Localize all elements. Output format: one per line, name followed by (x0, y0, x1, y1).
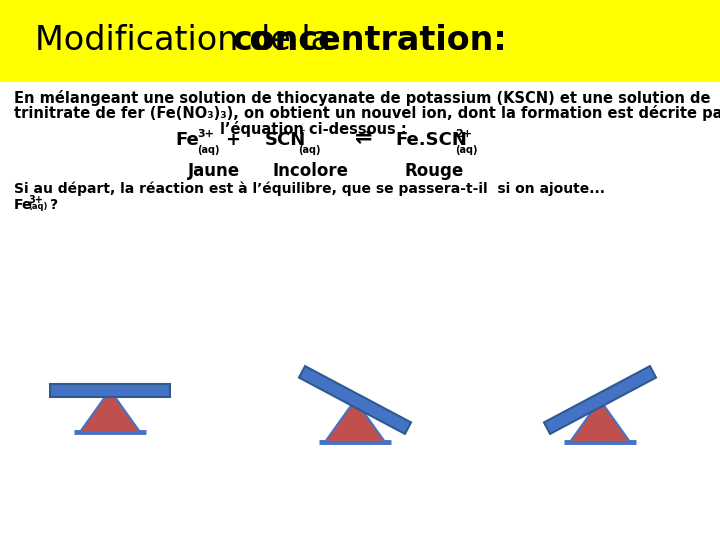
Text: ⇌: ⇌ (355, 128, 372, 148)
Text: En mélangeant une solution de thiocyanate de potassium (KSCN) et une solution de: En mélangeant une solution de thiocyanat… (14, 90, 711, 106)
FancyBboxPatch shape (0, 0, 720, 82)
Text: Fe: Fe (175, 131, 199, 149)
Text: SCN: SCN (265, 131, 306, 149)
Text: (aq): (aq) (197, 145, 220, 155)
Polygon shape (80, 390, 140, 432)
Text: l’équation ci-dessous :: l’équation ci-dessous : (220, 121, 407, 137)
Polygon shape (570, 400, 630, 442)
Text: Si au départ, la réaction est à l’équilibre, que se passera-t-il  si on ajoute..: Si au départ, la réaction est à l’équili… (14, 182, 605, 197)
Text: 3+: 3+ (197, 129, 214, 139)
Text: Fe.SCN: Fe.SCN (395, 131, 467, 149)
Polygon shape (50, 383, 170, 396)
Text: (aq): (aq) (28, 202, 48, 211)
Text: 2+: 2+ (455, 129, 472, 139)
Polygon shape (325, 400, 385, 442)
Text: Jaune: Jaune (188, 162, 240, 180)
Text: 3+: 3+ (28, 195, 43, 205)
Text: Incolore: Incolore (272, 162, 348, 180)
Text: (aq): (aq) (455, 145, 477, 155)
Text: ⁻: ⁻ (298, 127, 305, 140)
Polygon shape (544, 366, 656, 434)
Text: ?: ? (50, 198, 58, 212)
Text: Rouge: Rouge (405, 162, 464, 180)
Text: trinitrate de fer (Fe(NO₃)₃), on obtient un nouvel ion, dont la formation est dé: trinitrate de fer (Fe(NO₃)₃), on obtient… (14, 105, 720, 121)
Text: Modification de la: Modification de la (35, 24, 341, 57)
Text: Fe: Fe (14, 198, 32, 212)
Text: (aq): (aq) (298, 145, 320, 155)
Text: concentration:: concentration: (233, 24, 508, 57)
Text: +: + (225, 131, 240, 149)
Polygon shape (299, 366, 411, 434)
